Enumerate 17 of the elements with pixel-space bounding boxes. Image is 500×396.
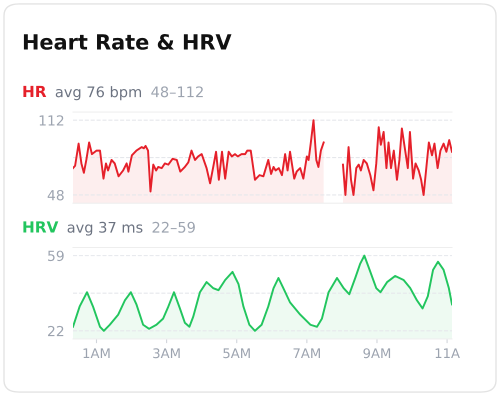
x-tick-label: 9AM: [363, 348, 390, 358]
text: 22–59: [152, 222, 195, 233]
x-tick-label: 1AM: [84, 348, 110, 358]
y-tick-label: 22: [48, 326, 64, 336]
y-tick-label: 48: [48, 190, 64, 200]
text: HRV: [23, 221, 58, 232]
x-tick-label: 5AM: [223, 348, 250, 358]
text: avg 76 bpm: [56, 86, 142, 100]
text: 48–112: [151, 86, 203, 98]
x-tick-label: 11A: [436, 348, 460, 358]
text: avg 37 ms: [68, 222, 142, 236]
x-tick-label: 7AM: [294, 348, 320, 358]
text: HR: [23, 86, 46, 98]
y-tick-label: 59: [48, 250, 64, 262]
chart-title: Heart Rate & HRV: [24, 34, 232, 50]
y-tick-label: 112: [40, 115, 64, 126]
x-tick-label: 3AM: [153, 348, 180, 358]
